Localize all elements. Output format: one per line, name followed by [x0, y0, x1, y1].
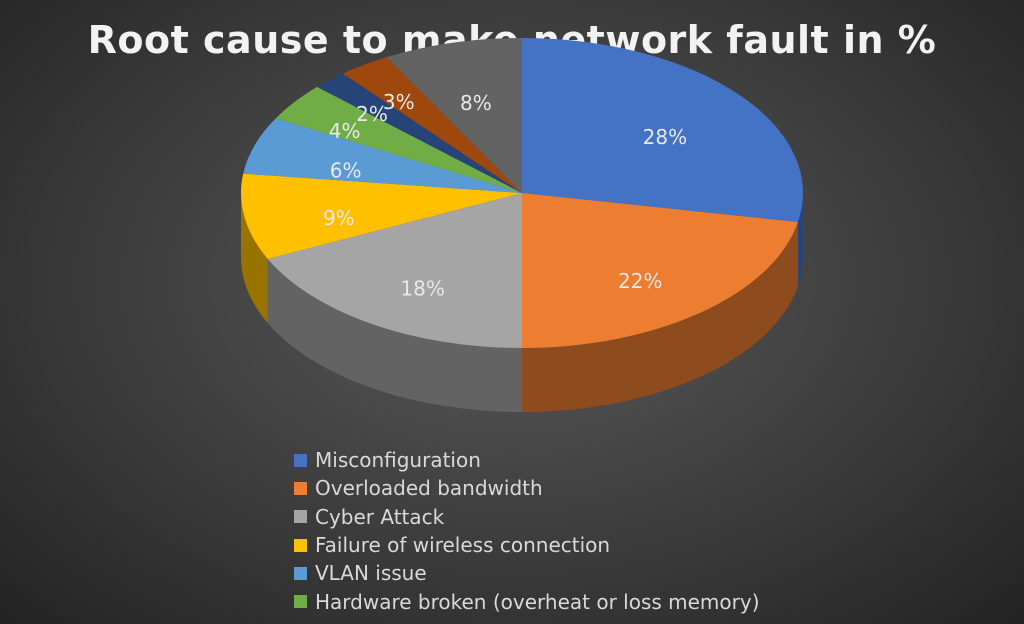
pie-slice-8 [386, 38, 522, 193]
legend-label: Failure of wireless connection [315, 533, 611, 558]
legend-item: Failure of wireless connection [294, 531, 760, 559]
pie-side-1 [522, 222, 799, 412]
data-label: 2% [356, 102, 388, 126]
legend-label: Cyber Attack [315, 504, 445, 529]
legend-swatch [294, 453, 307, 467]
legend-label: Overloaded bandwidth [315, 476, 543, 501]
pie-slice-6 [317, 73, 522, 193]
legend-swatch [294, 510, 307, 524]
legend-item: Cyber Attack [294, 503, 760, 531]
data-label: 3% [383, 90, 415, 114]
pie-slice-5 [275, 86, 522, 193]
legend-swatch [294, 566, 307, 580]
legend-item: Misconfiguration [294, 446, 760, 474]
pie-side-2 [267, 258, 522, 412]
legend-label: Misconfiguration [315, 448, 481, 473]
data-label: 6% [330, 158, 362, 182]
legend-swatch [294, 538, 307, 552]
data-label: 8% [460, 91, 492, 115]
data-label: 22% [618, 269, 662, 293]
data-label: 9% [323, 206, 355, 230]
data-label: 28% [643, 125, 687, 149]
legend: Misconfiguration Overloaded bandwidth Cybe… [294, 446, 760, 616]
pie-side-0 [798, 193, 804, 287]
legend-item: Overloaded bandwidth [294, 474, 760, 502]
pie-slice-7 [342, 57, 522, 193]
data-label: 18% [400, 276, 444, 300]
pie-slice-1 [522, 193, 799, 348]
pie-slice-0 [522, 38, 803, 223]
data-label: 4% [329, 119, 361, 143]
pie-side-3 [241, 193, 268, 323]
legend-label: Hardware broken (overheat or loss memory… [315, 589, 760, 614]
pie-slice-3 [241, 173, 522, 259]
pie-slice-4 [243, 118, 523, 193]
legend-item: Hardware broken (overheat or loss memory… [294, 587, 760, 615]
legend-label: VLAN issue [315, 561, 427, 586]
legend-swatch [294, 595, 307, 609]
legend-swatch [294, 481, 307, 495]
legend-item: VLAN issue [294, 559, 760, 587]
pie-slice-2 [267, 193, 522, 348]
